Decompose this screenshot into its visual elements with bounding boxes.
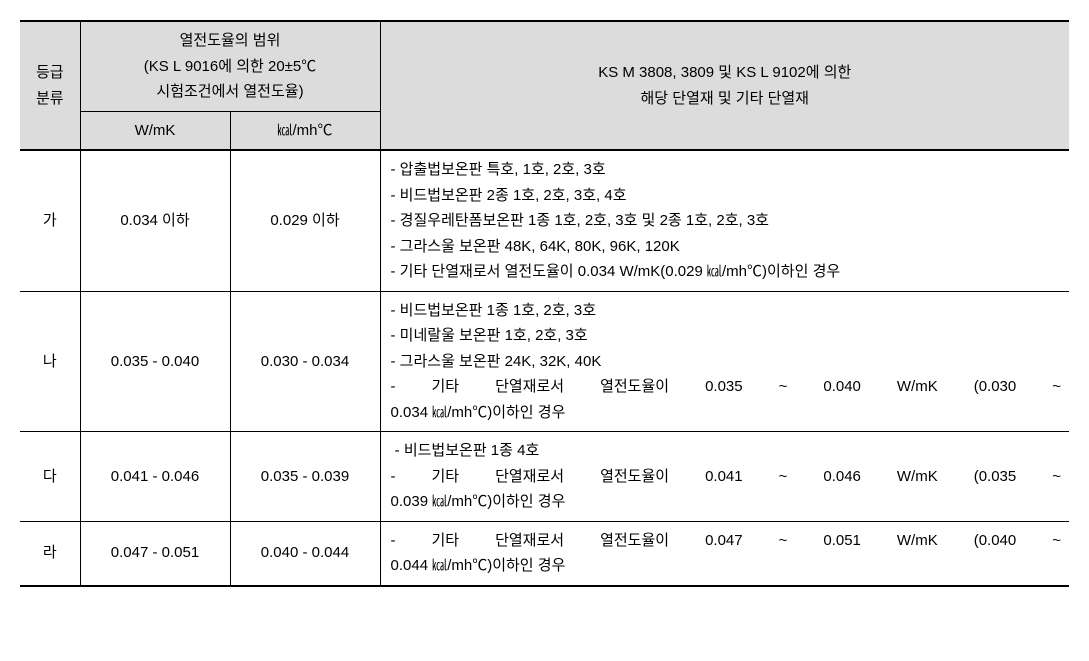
- desc-line: 0.044 ㎉/mh℃)이하인 경우: [391, 553, 1062, 579]
- header-grade: 등급분류: [20, 21, 80, 150]
- desc-line: - 압출법보온판 특호, 1호, 2호, 3호: [391, 157, 1062, 183]
- desc-line: - 기타 단열재로서 열전도율이 0.047 ~ 0.051 W/mK (0.0…: [391, 528, 1062, 554]
- cell-wmk: 0.047 - 0.051: [80, 521, 230, 586]
- desc-line: - 그라스울 보온판 24K, 32K, 40K: [391, 349, 1062, 375]
- cell-kcal: 0.035 - 0.039: [230, 432, 380, 522]
- desc-line: - 비드법보온판 2종 1호, 2호, 3호, 4호: [391, 183, 1062, 209]
- cell-desc: - 기타 단열재로서 열전도율이 0.047 ~ 0.051 W/mK (0.0…: [380, 521, 1069, 586]
- header-range: 열전도율의 범위(KS L 9016에 의한 20±5℃시험조건에서 열전도율): [80, 21, 380, 111]
- cell-kcal: 0.040 - 0.044: [230, 521, 380, 586]
- table-row: 다0.041 - 0.0460.035 - 0.039 - 비드법보온판 1종 …: [20, 432, 1069, 522]
- cell-desc: - 압출법보온판 특호, 1호, 2호, 3호- 비드법보온판 2종 1호, 2…: [380, 150, 1069, 291]
- cell-grade: 가: [20, 150, 80, 291]
- cell-desc: - 비드법보온판 1종 1호, 2호, 3호- 미네랄울 보온판 1호, 2호,…: [380, 291, 1069, 432]
- cell-kcal: 0.030 - 0.034: [230, 291, 380, 432]
- desc-line: - 기타 단열재로서 열전도율이 0.034 W/mK(0.029 ㎉/mh℃)…: [391, 259, 1062, 285]
- desc-line: - 비드법보온판 1종 1호, 2호, 3호: [391, 298, 1062, 324]
- cell-wmk: 0.041 - 0.046: [80, 432, 230, 522]
- desc-line: - 기타 단열재로서 열전도율이 0.041 ~ 0.046 W/mK (0.0…: [391, 464, 1062, 490]
- cell-grade: 나: [20, 291, 80, 432]
- cell-kcal: 0.029 이하: [230, 150, 380, 291]
- desc-line: - 비드법보온판 1종 4호: [391, 438, 1062, 464]
- desc-line: 0.034 ㎉/mh℃)이하인 경우: [391, 400, 1062, 426]
- desc-line: - 미네랄울 보온판 1호, 2호, 3호: [391, 323, 1062, 349]
- cell-wmk: 0.035 - 0.040: [80, 291, 230, 432]
- cell-grade: 다: [20, 432, 80, 522]
- header-kcal: ㎉/mh℃: [230, 111, 380, 150]
- desc-line: - 경질우레탄폼보온판 1종 1호, 2호, 3호 및 2종 1호, 2호, 3…: [391, 208, 1062, 234]
- desc-line: 0.039 ㎉/mh℃)이하인 경우: [391, 489, 1062, 515]
- table-body: 가0.034 이하0.029 이하- 압출법보온판 특호, 1호, 2호, 3호…: [20, 150, 1069, 586]
- header-wmk: W/mK: [80, 111, 230, 150]
- table-row: 가0.034 이하0.029 이하- 압출법보온판 특호, 1호, 2호, 3호…: [20, 150, 1069, 291]
- insulation-grade-table: 등급분류 열전도율의 범위(KS L 9016에 의한 20±5℃시험조건에서 …: [20, 20, 1069, 587]
- cell-desc: - 비드법보온판 1종 4호- 기타 단열재로서 열전도율이 0.041 ~ 0…: [380, 432, 1069, 522]
- table-row: 라0.047 - 0.0510.040 - 0.044 - 기타 단열재로서 열전…: [20, 521, 1069, 586]
- desc-line: - 기타 단열재로서 열전도율이 0.035 ~ 0.040 W/mK (0.0…: [391, 374, 1062, 400]
- header-desc: KS M 3808, 3809 및 KS L 9102에 의한해당 단열재 및 …: [380, 21, 1069, 150]
- cell-grade: 라: [20, 521, 80, 586]
- desc-line: - 그라스울 보온판 48K, 64K, 80K, 96K, 120K: [391, 234, 1062, 260]
- cell-wmk: 0.034 이하: [80, 150, 230, 291]
- table-row: 나0.035 - 0.0400.030 - 0.034- 비드법보온판 1종 1…: [20, 291, 1069, 432]
